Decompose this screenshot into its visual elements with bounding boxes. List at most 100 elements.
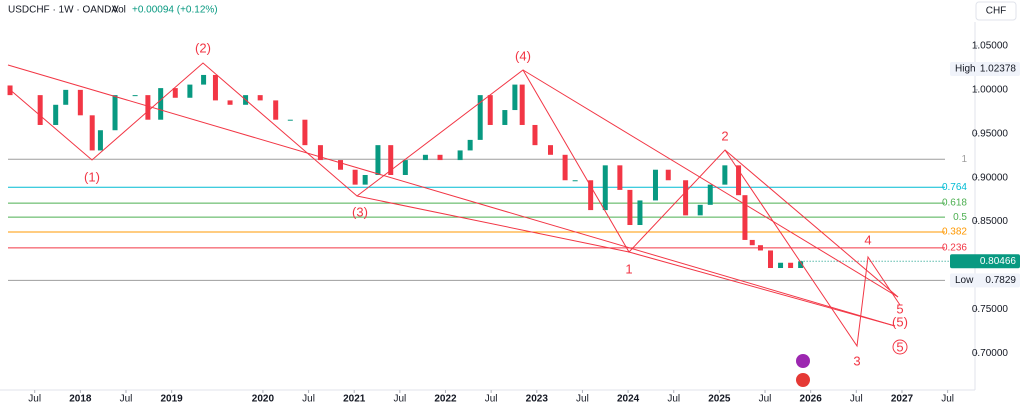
candle-body <box>257 95 263 101</box>
fib-label: 1 <box>961 154 967 165</box>
candle-body <box>338 160 344 170</box>
event-icons <box>796 354 810 387</box>
wave-label: (4) <box>515 48 531 63</box>
plot <box>0 22 978 393</box>
candle-body <box>212 74 218 101</box>
wave-label: 5 <box>896 301 903 316</box>
trendline <box>724 149 899 298</box>
wave-circle <box>892 339 908 355</box>
wave-labels: (1) (2) (3) (4) 1 2 3 4 5 (5) 5 <box>84 40 908 368</box>
wave-label: (2) <box>195 40 211 55</box>
x-tick-label: Jul <box>28 394 41 405</box>
x-tick-label: Jul <box>576 394 589 405</box>
fib-label: 0.382 <box>942 227 967 238</box>
x-tick-label: 2024 <box>617 394 640 405</box>
wave-path <box>7 62 901 348</box>
trendline <box>7 64 896 327</box>
wave-label: 5 <box>896 339 903 354</box>
candle-body <box>562 154 568 181</box>
candle-body <box>652 169 658 201</box>
candle-body <box>519 84 525 125</box>
currency[interactable]: CHF <box>986 6 1007 17</box>
candle-body <box>53 104 59 125</box>
candle-body <box>63 89 69 105</box>
fib-label: 0.618 <box>942 198 967 209</box>
y-tick-label: 0.95000 <box>972 128 1009 139</box>
wave-label: 1 <box>625 261 632 276</box>
candle-body <box>422 154 428 161</box>
candle-body <box>97 130 103 151</box>
candle-body <box>736 165 742 196</box>
candle-body <box>627 189 633 226</box>
y-tick-label: 0.85000 <box>972 216 1009 227</box>
high-label: High <box>955 64 976 75</box>
candle-body <box>697 204 703 216</box>
candle-body <box>502 110 508 125</box>
wave-label: (3) <box>352 204 368 219</box>
candle-body <box>77 89 83 116</box>
x-tick-label: Jul <box>667 394 680 405</box>
x-tick-label: Jul <box>302 394 315 405</box>
candle-body <box>572 180 578 182</box>
candle-body <box>375 145 381 175</box>
x-tick-label: Jul <box>393 394 406 405</box>
candle-body <box>602 165 608 211</box>
x-tick-label: 2023 <box>526 394 549 405</box>
event-icon[interactable] <box>796 373 810 387</box>
x-tick-label: 2018 <box>69 394 92 405</box>
candle-body <box>437 154 443 161</box>
x-tick-label: 2027 <box>891 394 914 405</box>
x-tick-label: 2022 <box>434 394 457 405</box>
candle-body <box>617 165 623 190</box>
x-tick-label: 2026 <box>800 394 823 405</box>
candle-body <box>457 150 463 161</box>
candle-body <box>788 262 794 269</box>
candle-body <box>757 245 763 251</box>
candle-body <box>778 262 784 269</box>
candle-body <box>402 160 408 175</box>
wave-label: 3 <box>853 353 860 368</box>
candle-body <box>477 95 483 140</box>
x-tick-label: Jul <box>850 394 863 405</box>
candle-body <box>742 195 748 240</box>
trendline <box>628 251 896 327</box>
wave-label: 2 <box>721 128 728 143</box>
low-value: 0.7829 <box>985 275 1016 286</box>
candle-body <box>707 184 713 205</box>
y-tick-label: 0.75000 <box>972 304 1009 315</box>
candle-body <box>302 119 308 146</box>
candle-body <box>722 165 728 185</box>
trendlines <box>7 62 901 348</box>
x-tick-label: Jul <box>485 394 498 405</box>
y-tick-label: 1.00000 <box>972 85 1009 96</box>
fib-label: 0.236 <box>942 242 967 253</box>
candle-body <box>512 84 518 111</box>
candle-body <box>89 115 95 151</box>
low-tag <box>950 273 1020 288</box>
x-tick-label: Jul <box>941 394 954 405</box>
candle-body <box>172 88 178 98</box>
last-tag <box>950 254 1020 269</box>
candle-body <box>132 95 138 97</box>
fib-label: 0.5 <box>953 212 967 223</box>
candle-body <box>273 100 279 120</box>
symbol: USDCHF · 1W · OANDA <box>8 5 118 16</box>
y-tick-label: 1.05000 <box>972 41 1009 52</box>
candle-body <box>798 261 804 269</box>
candle-body <box>532 124 538 146</box>
event-icon[interactable] <box>796 354 810 368</box>
candle-body <box>487 95 493 125</box>
x-tick-label: 2021 <box>343 394 366 405</box>
wave-label: (5) <box>892 314 908 329</box>
high-value: 1.02378 <box>980 64 1017 75</box>
vol-label: Vol <box>112 5 126 16</box>
candle-body <box>287 119 293 121</box>
currency-box[interactable] <box>975 1 1017 21</box>
trendline <box>356 195 630 253</box>
y-tick-label: 0.90000 <box>972 172 1009 183</box>
candle-body <box>201 74 207 85</box>
x-tick-label: 2019 <box>161 394 184 405</box>
candle-body <box>637 200 643 226</box>
candle-body <box>158 88 164 120</box>
